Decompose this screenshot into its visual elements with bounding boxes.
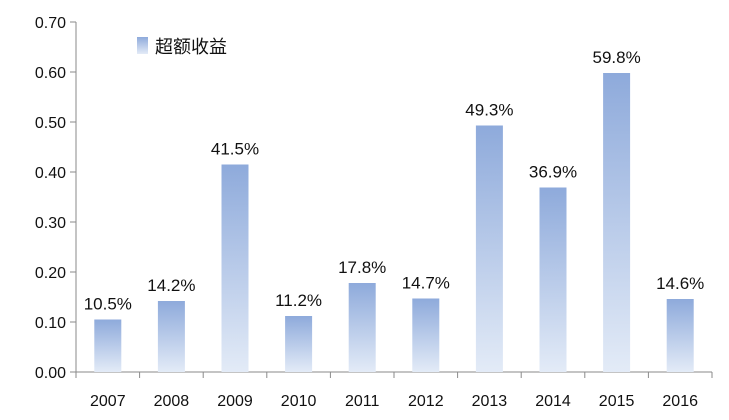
x-axis: 2007 2008 2009 2010 2011 2012 2013 2014 2015 2016 <box>75 371 713 410</box>
data-labels: 10.5% 14.2% 41.5% 11.2% 17.8% 14.7% 49.3% 36.9%… <box>84 48 705 314</box>
bar <box>94 319 122 372</box>
x-tick-label: 2013 <box>472 393 508 410</box>
x-tick-label: 2009 <box>217 393 253 410</box>
bar <box>348 283 376 372</box>
bar <box>221 164 249 372</box>
y-tick-label: 0.30 <box>35 215 66 232</box>
data-label: 49.3% <box>465 101 513 120</box>
data-label: 14.7% <box>402 274 450 293</box>
legend-swatch <box>137 37 148 54</box>
y-tick-label: 0.60 <box>35 65 66 82</box>
data-label: 17.8% <box>338 258 386 277</box>
data-label: 36.9% <box>529 163 577 182</box>
y-tick-label: 0.00 <box>35 365 66 382</box>
bar <box>539 187 567 372</box>
x-tick-label: 2010 <box>281 393 317 410</box>
bar <box>285 316 313 372</box>
y-axis: 0.00 0.10 0.20 0.30 0.40 0.50 0.60 0.70 <box>35 15 77 382</box>
bar <box>412 298 440 372</box>
data-label: 14.2% <box>147 276 195 295</box>
bar <box>157 301 185 372</box>
legend: 超额收益 <box>137 37 227 58</box>
x-tick-label: 2007 <box>90 393 126 410</box>
data-label: 11.2% <box>275 291 322 310</box>
legend-label: 超额收益 <box>155 37 227 58</box>
y-tick-label: 0.40 <box>35 165 66 182</box>
x-tick-label: 2016 <box>662 393 698 410</box>
bars <box>94 73 694 372</box>
bar <box>666 299 694 372</box>
y-tick-label: 0.50 <box>35 115 66 132</box>
data-label: 59.8% <box>592 48 640 67</box>
bar <box>603 73 631 372</box>
x-tick-label: 2015 <box>599 393 635 410</box>
data-label: 14.6% <box>656 274 704 293</box>
data-label: 10.5% <box>84 295 132 314</box>
x-tick-label: 2012 <box>408 393 444 410</box>
y-tick-label: 0.70 <box>35 15 66 32</box>
y-tick-label: 0.10 <box>35 315 66 332</box>
bar <box>475 125 503 372</box>
y-tick-label: 0.20 <box>35 265 66 282</box>
x-tick-label: 2014 <box>535 393 571 410</box>
x-tick-label: 2011 <box>345 393 380 410</box>
x-tick-label: 2008 <box>154 393 190 410</box>
data-label: 41.5% <box>211 140 259 159</box>
